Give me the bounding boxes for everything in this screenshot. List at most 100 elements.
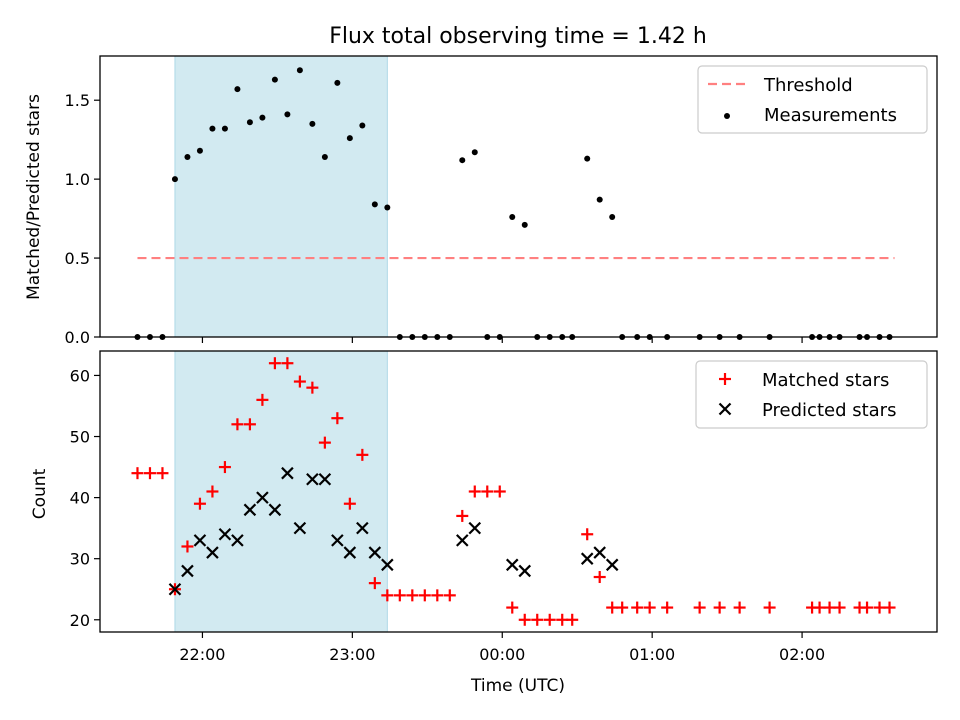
- predicted-marker-b: [293, 521, 307, 535]
- matched-star-point: [231, 418, 244, 431]
- predicted-marker-b: [268, 503, 282, 517]
- x-tick-label: 22:00: [179, 645, 225, 664]
- measurement-point: [271, 76, 278, 83]
- measurement-point: [246, 119, 253, 126]
- x-tick-label: 02:00: [779, 645, 825, 664]
- predicted-marker-b: [605, 558, 619, 572]
- matched-star-point: [518, 613, 531, 626]
- predicted-star-point: [181, 564, 194, 578]
- top-y-tick-label: 1.0: [65, 170, 90, 189]
- matched-star-point: [156, 467, 169, 480]
- x-axis-title: Time (UTC): [470, 676, 565, 696]
- matched-star-point: [381, 589, 394, 602]
- bottom-legend-label: Predicted stars: [762, 400, 896, 421]
- predicted-star-point: [193, 534, 207, 547]
- predicted-marker-b: [518, 564, 532, 578]
- measurement-point: [471, 149, 478, 156]
- predicted-marker-b: [381, 558, 394, 572]
- predicted-star-point: [306, 473, 319, 486]
- predicted-marker-b: [281, 466, 294, 480]
- bottom-y-axis-title: Count: [30, 468, 50, 519]
- matched-star-point: [661, 601, 674, 614]
- predicted-star-point: [293, 521, 307, 535]
- predicted-marker-b: [231, 534, 244, 547]
- matched-star-point: [356, 448, 369, 461]
- bottom-y-tick-label: 50: [70, 428, 90, 447]
- bottom-y-tick-label: 20: [70, 611, 90, 630]
- predicted-star-point: [331, 534, 344, 547]
- matched-star-point: [318, 436, 331, 449]
- x-tick-label: 01:00: [629, 645, 675, 664]
- predicted-marker-b: [343, 546, 357, 559]
- predicted-star-point: [206, 546, 219, 559]
- predicted-star-point: [243, 503, 257, 517]
- legend-measurement-swatch: [724, 113, 730, 119]
- measurement-point: [334, 79, 341, 86]
- matched-star-point: [456, 509, 469, 522]
- measurement-point: [596, 196, 603, 203]
- predicted-star-point: [343, 546, 357, 559]
- predicted-star-point: [505, 558, 519, 572]
- measurement-point: [209, 125, 216, 132]
- predicted-marker-b: [580, 552, 594, 565]
- predicted-marker-b: [168, 582, 182, 596]
- measurement-point: [521, 221, 528, 228]
- predicted-marker-b: [368, 546, 382, 559]
- predicted-star-point: [268, 503, 282, 517]
- matched-star-point: [693, 601, 706, 614]
- predicted-marker-b: [193, 534, 207, 547]
- matched-star-point: [256, 393, 269, 406]
- predicted-star-point: [468, 521, 482, 535]
- matched-star-point: [431, 589, 444, 602]
- predicted-marker-b: [306, 473, 319, 486]
- matched-star-point: [343, 497, 356, 510]
- matched-star-point: [206, 485, 219, 498]
- top-axes-frame: [99, 55, 938, 338]
- matched-star-point: [763, 601, 776, 614]
- measurement-point: [584, 155, 591, 162]
- predicted-marker-b: [181, 564, 194, 578]
- bottom-y-tick-label: 40: [70, 489, 90, 508]
- predicted-star-point: [256, 491, 269, 504]
- measurement-point: [309, 120, 316, 127]
- matched-star-point: [631, 601, 644, 614]
- predicted-star-point: [593, 546, 606, 559]
- matched-star-point: [531, 613, 544, 626]
- matched-star-point: [368, 577, 381, 590]
- measurement-point: [359, 122, 366, 129]
- predicted-marker-b: [243, 503, 257, 517]
- measurement-point: [459, 157, 466, 164]
- top-shaded-interval: [174, 55, 388, 338]
- measurement-point: [346, 135, 353, 142]
- predicted-star-point: [281, 466, 294, 480]
- predicted-star-point: [231, 534, 244, 547]
- matched-star-point: [131, 467, 144, 480]
- top-legend-label: Threshold: [763, 75, 853, 96]
- x-tick-label: 00:00: [479, 645, 525, 664]
- top-legend-box: [697, 65, 928, 134]
- top-legend-label: Measurements: [764, 105, 897, 126]
- legend-predicted-swatch-b: [718, 402, 732, 416]
- measurement-point: [221, 125, 228, 132]
- matched-star-point: [418, 589, 431, 602]
- predicted-marker-b: [218, 527, 232, 541]
- bottom-legend-label: Matched stars: [762, 370, 889, 391]
- bottom-legend-box: [695, 360, 928, 429]
- predicted-marker-b: [505, 558, 519, 572]
- top-y-tick-label: 1.5: [65, 91, 90, 110]
- measurement-point: [284, 111, 291, 118]
- matched-star-point: [281, 357, 294, 370]
- matched-star-point: [643, 601, 656, 614]
- predicted-marker-b: [331, 534, 344, 547]
- top-legend: Threshold Measurements: [697, 65, 928, 134]
- matched-star-point: [713, 601, 726, 614]
- matched-star-point: [593, 571, 606, 584]
- matched-star-point: [833, 601, 846, 614]
- predicted-star-point: [368, 546, 382, 559]
- top-y-tick-label: 0.0: [65, 328, 90, 347]
- predicted-marker-b: [256, 491, 269, 504]
- matched-star-point: [481, 485, 494, 498]
- top-y-tick-label: 0.5: [65, 249, 90, 268]
